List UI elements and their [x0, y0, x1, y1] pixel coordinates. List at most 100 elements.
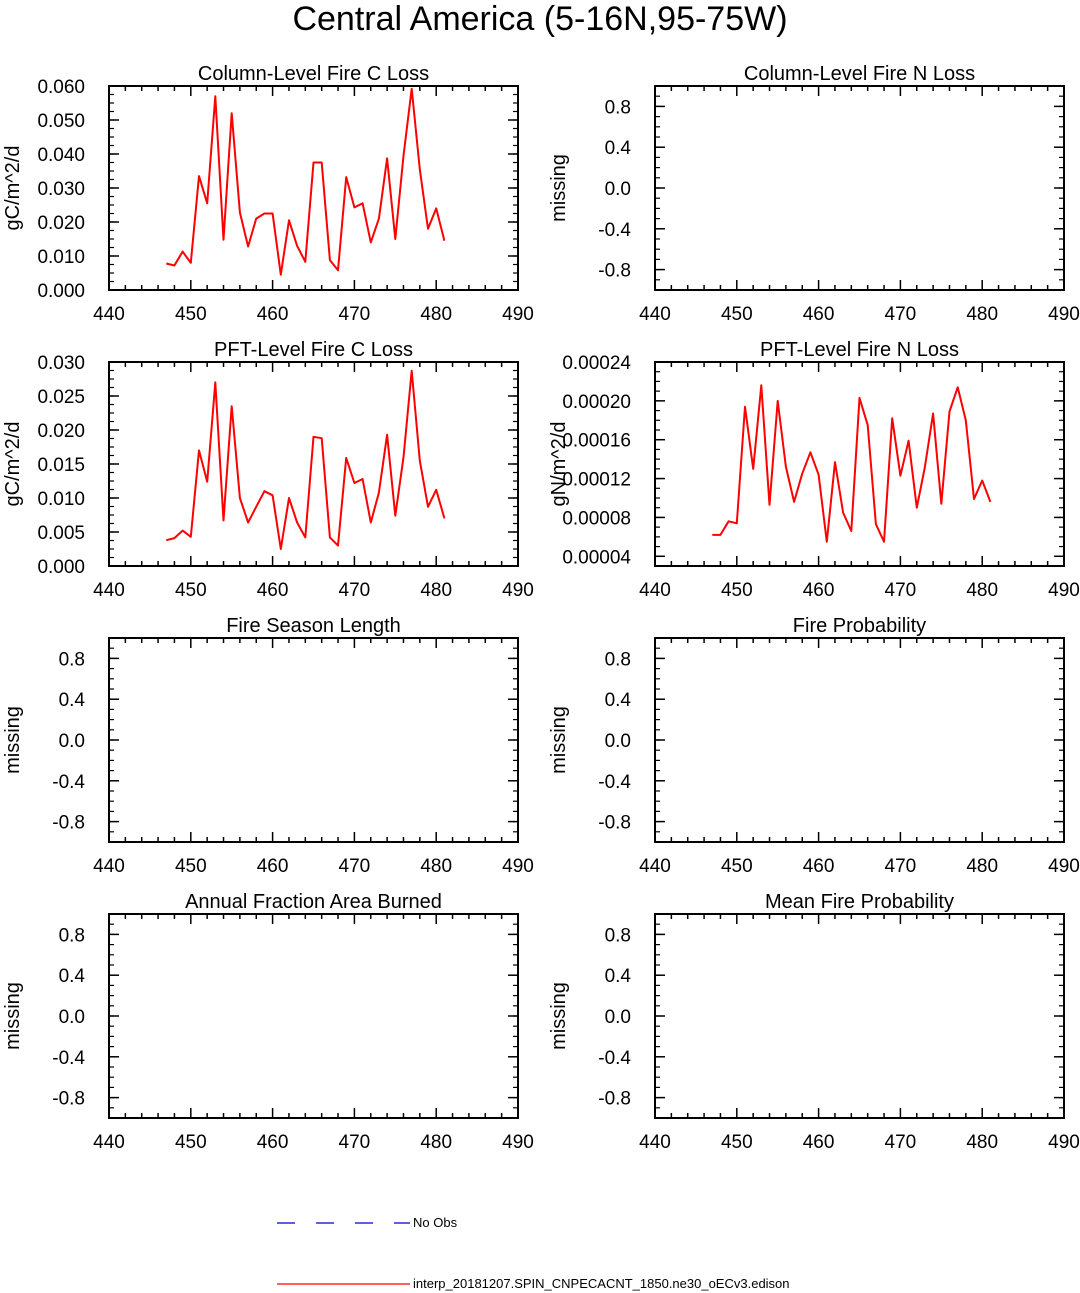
data-point — [419, 168, 421, 170]
y-tick-label: 0.030 — [37, 353, 85, 374]
data-point — [173, 537, 175, 539]
data-point — [818, 474, 820, 476]
x-tick-label: 490 — [1048, 580, 1080, 601]
x-tick-label: 440 — [93, 856, 125, 877]
y-tick-label: 0.010 — [37, 247, 85, 268]
y-axis-label: missing — [548, 706, 570, 774]
x-tick-label: 440 — [639, 856, 671, 877]
data-point — [809, 451, 811, 453]
y-tick-label: 0.00016 — [562, 431, 631, 452]
data-point — [386, 434, 388, 436]
data-point — [443, 240, 445, 242]
data-point — [801, 473, 803, 475]
data-point — [394, 238, 396, 240]
data-point — [948, 411, 950, 413]
y-tick-label: 0.8 — [59, 649, 85, 670]
data-point — [329, 259, 331, 261]
y-tick-label: 0.00004 — [562, 547, 631, 568]
data-point — [752, 468, 754, 470]
data-point — [899, 475, 901, 477]
x-tick-label: 460 — [803, 1132, 835, 1153]
panels: Column-Level Fire C Loss gC/m^2/d 440 450 46… — [2, 63, 1080, 1153]
data-point — [859, 397, 861, 399]
data-point — [989, 501, 991, 503]
data-point — [427, 228, 429, 230]
data-point — [826, 541, 828, 543]
y-tick-label: 0.4 — [605, 690, 632, 711]
x-tick-label: 460 — [803, 580, 835, 601]
x-tick-label: 470 — [339, 580, 371, 601]
data-point — [736, 522, 738, 524]
y-tick-label: 0.0 — [605, 731, 631, 752]
y-tick-label: 0.00012 — [562, 470, 631, 491]
plot-frame — [108, 85, 519, 291]
y-tick-label: -0.8 — [598, 261, 631, 282]
data-point — [443, 517, 445, 519]
x-tick-label: 460 — [257, 580, 289, 601]
data-point — [288, 497, 290, 499]
data-point — [190, 536, 192, 538]
data-point — [345, 176, 347, 178]
data-point — [214, 95, 216, 97]
plot-frame — [654, 85, 1065, 291]
data-point — [321, 437, 323, 439]
data-point — [263, 213, 265, 215]
y-tick-label: 0.0 — [59, 1007, 85, 1028]
y-tick-label: 0.0 — [605, 1007, 631, 1028]
x-tick-label: 440 — [93, 580, 125, 601]
x-tick-label: 480 — [420, 1132, 452, 1153]
x-tick-label: 470 — [885, 304, 917, 325]
data-point — [965, 419, 967, 421]
data-point — [973, 498, 975, 500]
data-point — [867, 424, 869, 426]
data-point — [255, 218, 257, 220]
data-point — [206, 202, 208, 204]
x-tick-label: 490 — [502, 856, 534, 877]
series-line-0 — [712, 384, 992, 543]
y-tick-label: -0.4 — [52, 772, 85, 793]
x-tick-label: 490 — [502, 1132, 534, 1153]
x-tick-label: 450 — [721, 856, 753, 877]
y-axis-label: missing — [548, 982, 570, 1050]
data-point — [981, 480, 983, 482]
panel-5: Fire Probability missing 440 450 460 470 480 49… — [548, 615, 1080, 877]
x-tick-label: 470 — [339, 304, 371, 325]
data-point — [411, 88, 413, 90]
y-tick-label: 0.005 — [37, 523, 85, 544]
y-tick-label: 0.0 — [605, 179, 631, 200]
data-point — [165, 539, 167, 541]
x-tick-label: 460 — [803, 304, 835, 325]
data-point — [182, 251, 184, 253]
y-tick-label: 0.8 — [605, 925, 631, 946]
plot-frame — [654, 913, 1065, 1119]
data-point — [402, 155, 404, 157]
x-tick-label: 450 — [721, 1132, 753, 1153]
data-point — [875, 523, 877, 525]
y-tick-label: -0.4 — [52, 1048, 85, 1069]
y-tick-label: 0.040 — [37, 145, 85, 166]
data-point — [182, 530, 184, 532]
y-tick-label: -0.8 — [598, 1089, 631, 1110]
legend-label-1: interp_20181207.SPIN_CNPECACNT_1850.ne30… — [413, 1276, 790, 1291]
x-tick-label: 470 — [885, 580, 917, 601]
y-tick-label: -0.8 — [598, 813, 631, 834]
y-tick-label: 0.4 — [59, 966, 86, 987]
y-tick-label: 0.4 — [605, 966, 632, 987]
data-point — [940, 503, 942, 505]
data-point — [728, 520, 730, 522]
x-tick-label: 480 — [420, 304, 452, 325]
y-tick-label: 0.0 — [59, 731, 85, 752]
y-tick-label: -0.4 — [598, 1048, 631, 1069]
panel-4: Fire Season Length missing 440 450 460 470 480… — [2, 615, 534, 877]
data-point — [711, 534, 713, 536]
x-tick-label: 450 — [175, 304, 207, 325]
y-tick-label: -0.4 — [598, 772, 631, 793]
plot-frame — [108, 913, 519, 1119]
y-tick-label: 0.020 — [37, 213, 85, 234]
x-tick-label: 490 — [502, 304, 534, 325]
x-tick-label: 470 — [339, 856, 371, 877]
y-axis-label: missing — [2, 706, 24, 774]
y-tick-label: -0.8 — [52, 1089, 85, 1110]
data-point — [719, 534, 721, 536]
